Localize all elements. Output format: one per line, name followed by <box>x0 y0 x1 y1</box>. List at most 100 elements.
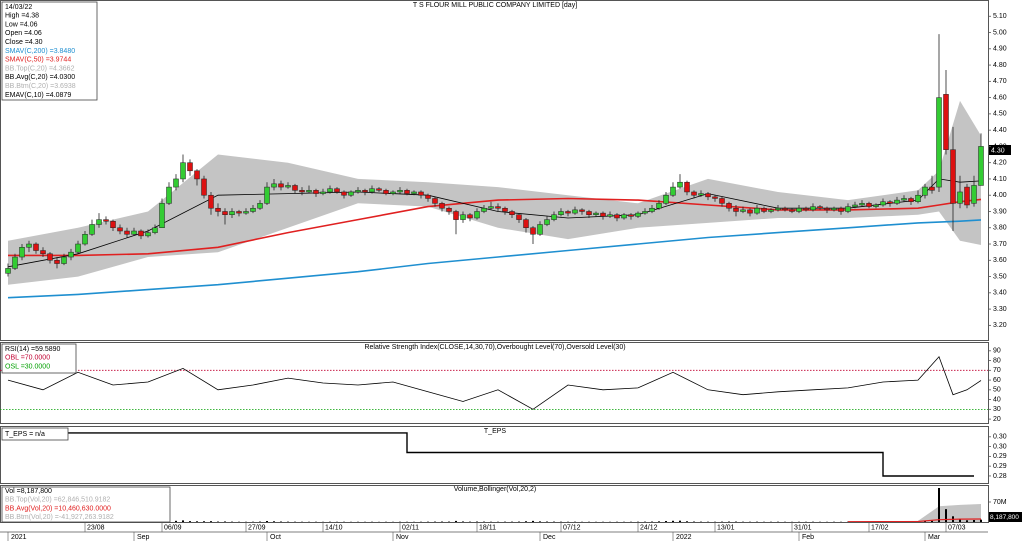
candle-body <box>880 201 886 206</box>
candle-body <box>236 211 242 214</box>
volume-bar <box>651 521 653 522</box>
legend-entry: BB.Avg(Vol,20) =10,460,630.0000 <box>5 505 111 512</box>
candle-body <box>12 256 18 269</box>
candle-body <box>292 185 298 191</box>
candle-body <box>747 209 753 214</box>
y-tick-label: 5.10 <box>993 13 1007 20</box>
volume-bar <box>686 521 688 522</box>
candle-body <box>873 204 879 207</box>
last-price-label: 4.30 <box>991 147 1005 154</box>
candle-body <box>852 204 858 207</box>
candle-body <box>124 230 130 235</box>
volume-bar <box>847 521 849 522</box>
candle-body <box>257 203 263 209</box>
y-tick-label: 4.30 <box>993 143 1007 150</box>
volume-bar <box>490 521 492 522</box>
candle-body <box>54 260 60 264</box>
volume-bar <box>455 520 457 522</box>
y-tick-label: 4.40 <box>993 127 1007 134</box>
candle-body <box>817 206 823 209</box>
volume-bar <box>588 521 590 522</box>
candle-body <box>866 203 872 207</box>
bollinger-band <box>848 504 981 522</box>
x-tick-label: 2022 <box>676 534 692 541</box>
volume-bar <box>819 521 821 522</box>
y-tick-label: 4.00 <box>993 192 1007 199</box>
volume-bar <box>630 521 632 522</box>
candle-body <box>96 219 102 225</box>
candle-body <box>187 162 193 172</box>
volume-bar <box>539 521 541 522</box>
volume-bar <box>763 521 765 522</box>
candle-body <box>796 207 802 212</box>
volume-bar <box>595 521 597 522</box>
y-tick-label: 0.30 <box>993 434 1007 441</box>
candle-body <box>544 219 550 225</box>
candle-body <box>705 193 711 198</box>
candle-body <box>663 194 669 204</box>
panel-title: Relative Strength Index(CLOSE,14,30,70),… <box>364 344 625 351</box>
candle-body <box>404 190 410 194</box>
candle-body <box>425 194 431 199</box>
indicator-line <box>8 197 982 257</box>
x-tick-label: Sep <box>137 534 150 541</box>
candle-body <box>530 227 536 235</box>
volume-bar <box>721 521 723 522</box>
candle-body <box>635 212 641 217</box>
y-tick-label: 3.50 <box>993 273 1007 280</box>
candle-body <box>194 170 200 180</box>
candle-body <box>740 209 746 212</box>
candle-body <box>537 224 543 235</box>
candle-body <box>950 149 956 204</box>
legend-entry: High =4.38 <box>5 13 39 20</box>
candle-body <box>180 162 186 180</box>
y-tick-label: 3.60 <box>993 257 1007 264</box>
x-tick-label: 24/12 <box>640 524 658 531</box>
candle-body <box>460 214 466 220</box>
candle-body <box>33 243 39 251</box>
volume-bar <box>238 521 240 522</box>
volume-bar <box>378 521 380 522</box>
candle-body <box>173 178 179 188</box>
candle-body <box>684 181 690 193</box>
last-price-box <box>989 145 1011 155</box>
volume-bar <box>707 521 709 522</box>
candle-body <box>250 207 256 212</box>
candle-body <box>145 232 151 237</box>
x-tick-label: 18/11 <box>479 524 496 531</box>
volume-bar <box>525 521 527 522</box>
y-tick-label: 0.29 <box>993 453 1007 460</box>
legend-entry: BB.Btm(Vol,20) =-41,927,263.9182 <box>5 514 114 521</box>
candle-body <box>278 183 284 188</box>
volume-bar <box>189 521 191 522</box>
y-tick-label: 70 <box>993 367 1001 374</box>
candle-body <box>838 207 844 212</box>
candle-body <box>614 214 620 219</box>
y-tick-label: 70M <box>993 499 1007 506</box>
volume-bar <box>742 521 744 522</box>
x-tick-label: 14/10 <box>325 524 343 531</box>
candle-body <box>481 207 487 212</box>
indicator-line <box>8 432 974 477</box>
volume-bar <box>364 521 366 522</box>
legend-entry: SMAV(C,50) =3.9744 <box>5 57 71 64</box>
y-tick-label: 0.28 <box>993 473 1007 480</box>
candle-body <box>957 191 963 204</box>
candle-body <box>320 191 326 194</box>
volume-bar <box>959 519 961 522</box>
volume-bar <box>259 521 261 522</box>
y-tick-label: 3.30 <box>993 306 1007 313</box>
candle-body <box>5 268 11 274</box>
y-tick-label: 4.80 <box>993 62 1007 69</box>
candle-body <box>845 206 851 212</box>
volume-bar <box>574 521 576 522</box>
volume-bar <box>826 521 828 522</box>
candle-body <box>908 198 914 202</box>
volume-bar <box>637 521 639 522</box>
candle-body <box>831 207 837 211</box>
legend-entry: T_EPS = n/a <box>5 431 45 438</box>
volume-bar <box>441 521 443 522</box>
volume-bar <box>273 521 275 522</box>
volume-bar <box>623 521 625 522</box>
